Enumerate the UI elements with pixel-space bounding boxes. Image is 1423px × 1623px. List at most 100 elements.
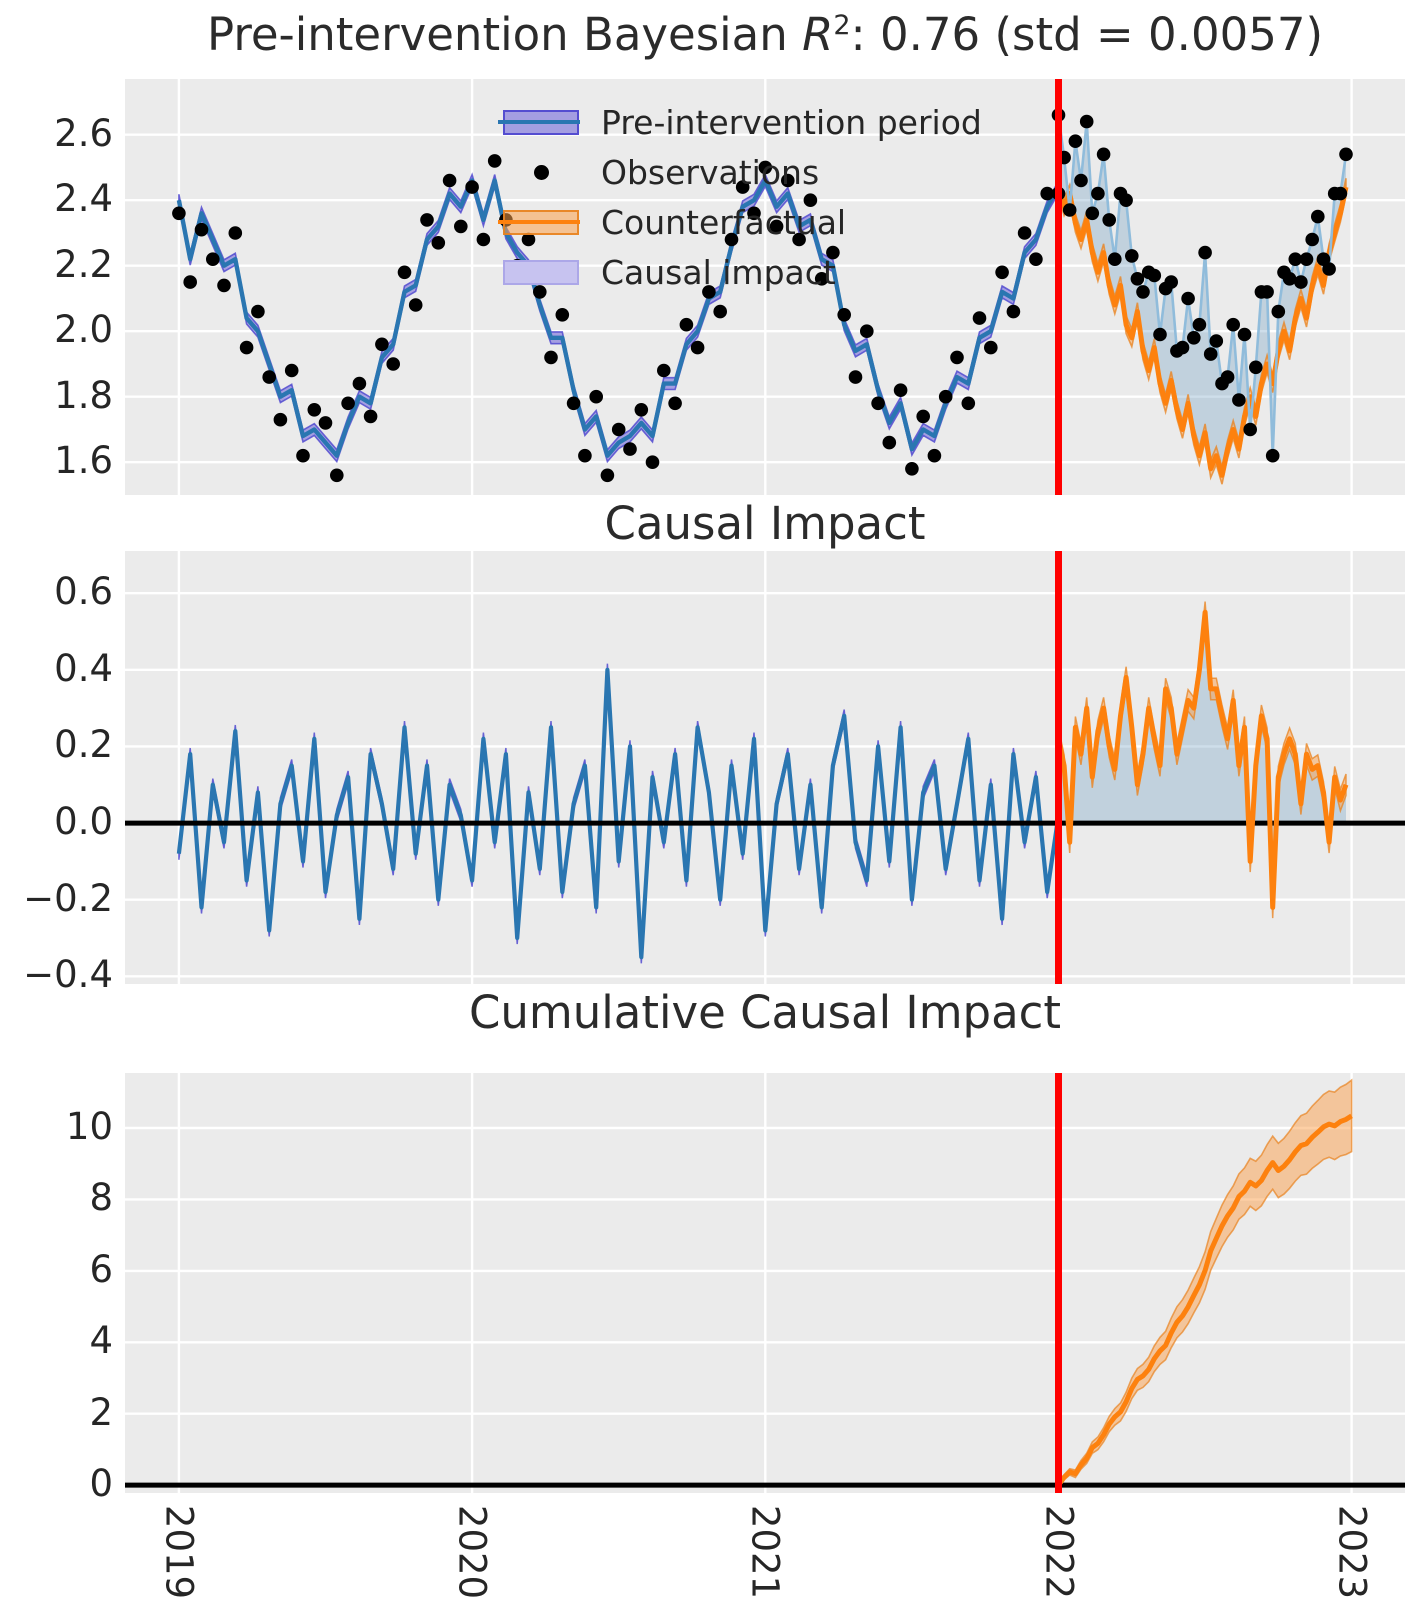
- observation-dot: [668, 396, 682, 411]
- observation-dot: [871, 396, 885, 411]
- observation-dot: [375, 337, 389, 352]
- observation-dot: [1136, 285, 1150, 299]
- observation-dot: [487, 154, 502, 168]
- observation-dot: [352, 376, 367, 391]
- observation-dot: [1091, 186, 1105, 201]
- observation-dot: [217, 278, 231, 293]
- observation-dot: [465, 180, 479, 194]
- observation-dot: [1125, 249, 1139, 263]
- observation-dot: [454, 219, 468, 234]
- observation-dot: [1249, 360, 1263, 375]
- causal-impact-patch-icon: [503, 259, 579, 285]
- observation-dot: [860, 324, 874, 339]
- observation-dot: [1203, 347, 1218, 361]
- observation-dot: [1305, 232, 1319, 247]
- observation-dot: [803, 193, 818, 207]
- pre-intervention-band-icon: [498, 109, 580, 135]
- impact-post-line: [1056, 609, 1349, 910]
- observation-dot: [972, 311, 987, 325]
- observation-dot: [408, 298, 423, 312]
- observation-dot: [702, 285, 716, 299]
- chart1-title-prefix: Pre-intervention Bayesian: [206, 8, 803, 61]
- observation-dot: [397, 265, 412, 280]
- observation-dot: [1153, 327, 1167, 342]
- observation-dot: [679, 317, 694, 332]
- counterfactual-band-icon: [498, 209, 580, 235]
- observation-dot: [442, 173, 457, 188]
- observation-dot: [1265, 448, 1280, 463]
- observation-dot: [1068, 134, 1083, 148]
- observation-dot: [1333, 186, 1348, 201]
- legend-item-causal-impact: Causal impact: [503, 247, 982, 297]
- observation-dot: [645, 455, 660, 470]
- observation-dot: [905, 462, 919, 476]
- observation-dot: [769, 219, 784, 234]
- observation-dot: [657, 363, 671, 378]
- observation-dot: [206, 252, 220, 266]
- chart1-title-suffix: : 0.76 (std = 0.0057): [850, 8, 1324, 61]
- observation-dot: [318, 416, 333, 430]
- observation-dot: [1147, 268, 1162, 283]
- observation-dot: [1339, 147, 1353, 162]
- observation-dot: [893, 383, 908, 398]
- legend-label-observations: Observations: [601, 152, 820, 192]
- legend-label-causal-impact: Causal impact: [601, 252, 836, 292]
- observation-dot: [183, 275, 197, 289]
- observation-dot: [1226, 317, 1240, 332]
- observation-dot: [747, 206, 761, 221]
- observation-dot: [781, 173, 795, 188]
- observation-dot: [386, 357, 401, 371]
- observation-dot: [1237, 327, 1252, 342]
- observation-dot: [1271, 304, 1286, 319]
- observation-dot: [735, 180, 750, 194]
- observation-dot: [1017, 226, 1032, 240]
- observation-dot: [1029, 252, 1043, 266]
- observation-dot: [1282, 272, 1297, 286]
- observation-dot: [984, 340, 998, 355]
- observation-dot: [1294, 275, 1308, 289]
- observation-dot: [634, 403, 649, 417]
- observation-dot: [251, 304, 265, 319]
- chart1-title-superscript: 2: [833, 10, 851, 41]
- observations-dot-icon: [503, 160, 579, 185]
- observation-dot: [172, 206, 186, 221]
- observation-dot: [1006, 304, 1021, 319]
- chart1-title-variable: R: [802, 8, 834, 61]
- observation-dot: [1102, 213, 1116, 227]
- chart2-title: Causal Impact: [604, 497, 926, 550]
- observation-dot: [273, 412, 288, 427]
- observation-dot: [1096, 147, 1111, 162]
- observation-dot: [623, 442, 637, 456]
- observation-dot: [533, 285, 547, 299]
- observation-dot: [1079, 114, 1094, 129]
- observation-dot: [1187, 331, 1201, 345]
- observation-dot: [544, 350, 558, 365]
- observation-dot: [1311, 209, 1325, 224]
- observation-dot: [1119, 193, 1133, 207]
- observation-dot: [555, 308, 570, 322]
- observation-dot: [758, 160, 773, 175]
- observation-dot: [724, 232, 739, 247]
- observation-dot: [927, 448, 942, 463]
- observation-dot: [284, 363, 299, 378]
- observation-dot: [837, 308, 851, 322]
- legend: Pre-intervention period Observations Cou…: [498, 97, 982, 297]
- observation-dot: [792, 232, 806, 247]
- observation-dot: [1209, 334, 1224, 348]
- observation-dot: [296, 448, 310, 463]
- observation-dot: [826, 245, 840, 260]
- observation-dot: [1074, 173, 1088, 188]
- observation-dot: [1181, 291, 1195, 306]
- pre-intervention-line-icon: [498, 120, 580, 124]
- observation-dot: [521, 232, 536, 247]
- observation-dot: [307, 403, 322, 417]
- legend-item-observations: Observations: [503, 147, 982, 197]
- impact-pre-line: [176, 667, 1061, 960]
- observation-dot: [239, 340, 254, 355]
- observation-dot: [1243, 422, 1257, 437]
- observation-dot: [589, 389, 603, 404]
- observation-dot: [600, 468, 615, 483]
- chart1-title: Pre-intervention Bayesian R2: 0.76 (std …: [125, 8, 1405, 61]
- observation-dot: [420, 213, 434, 227]
